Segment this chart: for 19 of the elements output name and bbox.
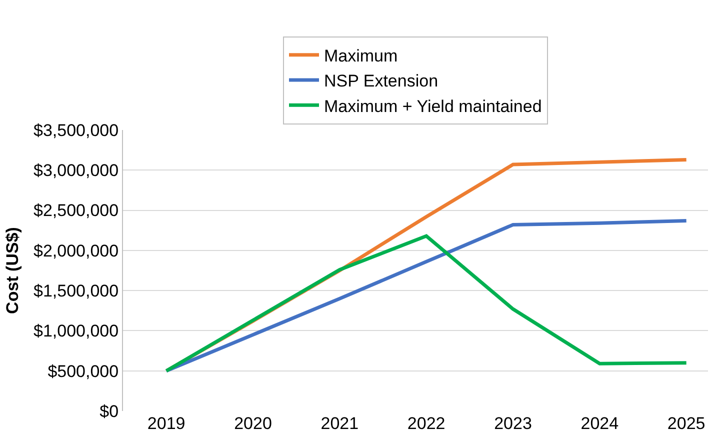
legend-label: NSP Extension bbox=[324, 72, 438, 91]
y-tick-label: $2,500,000 bbox=[34, 201, 119, 220]
x-tick-label: 2025 bbox=[667, 414, 706, 433]
legend-label: Maximum + Yield maintained bbox=[324, 96, 542, 116]
legend-label: Maximum bbox=[324, 46, 398, 66]
y-tick-label: $3,000,000 bbox=[34, 161, 119, 180]
x-tick-label: 2021 bbox=[320, 414, 359, 433]
y-tick-label: $1,500,000 bbox=[34, 282, 119, 301]
y-tick-label: $0 bbox=[100, 402, 119, 421]
x-tick-label: 2022 bbox=[407, 414, 446, 433]
y-tick-label: $1,000,000 bbox=[34, 322, 119, 341]
y-tick-label: $500,000 bbox=[48, 362, 119, 381]
y-axis-title: Cost (US$) bbox=[3, 227, 22, 314]
x-tick-label: 2023 bbox=[494, 414, 532, 433]
x-tick-label: 2020 bbox=[234, 414, 272, 433]
y-tick-label: $3,500,000 bbox=[34, 120, 119, 140]
x-tick-label: 2024 bbox=[580, 414, 619, 433]
y-tick-label: $2,000,000 bbox=[34, 241, 119, 260]
x-tick-label: 2019 bbox=[147, 414, 186, 433]
